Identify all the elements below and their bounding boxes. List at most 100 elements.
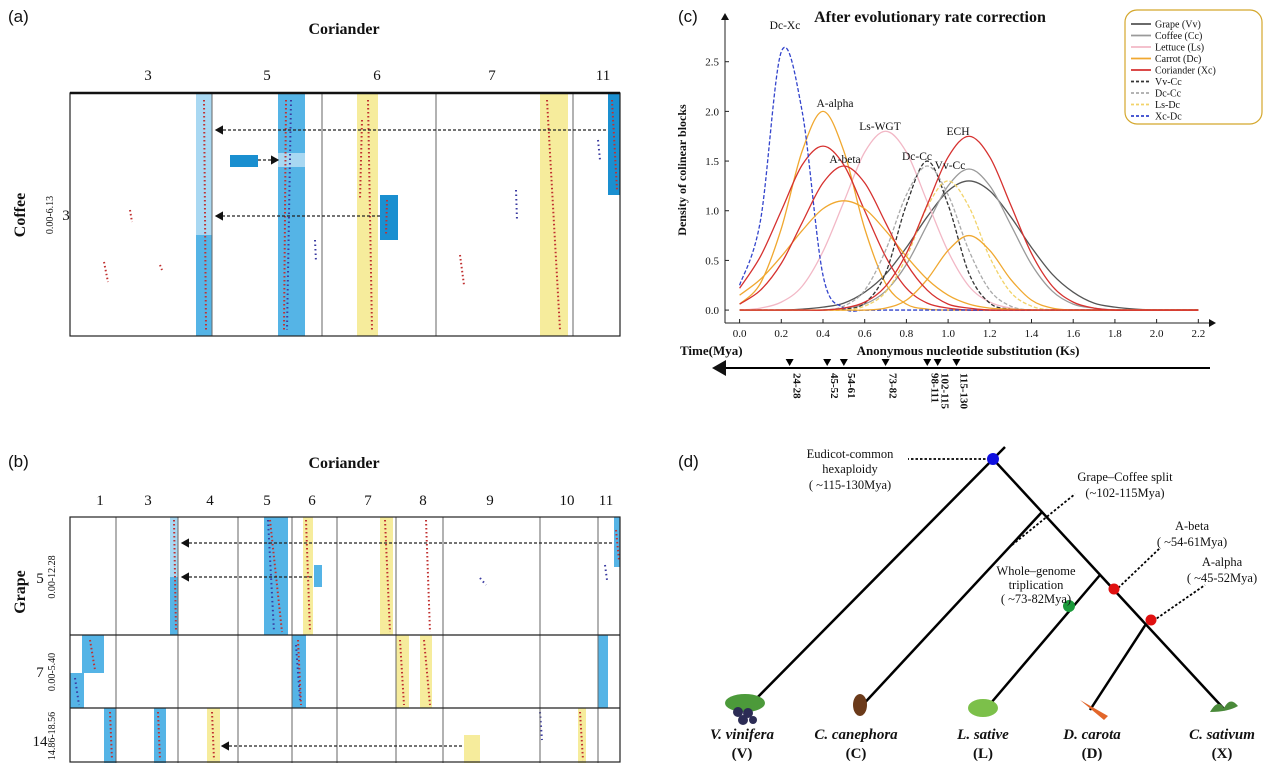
time-label: 45-52	[828, 373, 840, 399]
band	[420, 635, 432, 708]
species-code: (L)	[973, 746, 993, 762]
branch	[744, 446, 1006, 711]
branch	[984, 574, 1101, 711]
panel-a: (a) Coriander 3 5 6 7 11 Coffee 3 0.00-6…	[8, 7, 621, 337]
time-label: 73-82	[887, 373, 899, 399]
panel-label: (c)	[678, 7, 698, 26]
density-curve	[739, 165, 1199, 311]
column-label: 7	[488, 68, 496, 84]
annotation: A-beta	[829, 154, 860, 166]
panel-c: (c) After evolutionary rate correction D…	[675, 7, 1263, 410]
x-tick-label: 1.2	[983, 328, 997, 340]
column-label: 3	[144, 68, 152, 84]
panel-d: (d) Eudicot-common hexaploidy ( ~115-130…	[678, 446, 1257, 762]
carrot-icon	[1080, 700, 1108, 720]
species-name: L. sative	[956, 727, 1009, 743]
panel-label: (b)	[8, 452, 29, 471]
y-title: Grape	[12, 570, 29, 614]
block	[70, 673, 84, 708]
annotation: Ls-WGT	[859, 121, 901, 133]
leader	[1152, 584, 1206, 622]
x-tick-label: 1.8	[1108, 328, 1122, 340]
band	[196, 93, 212, 235]
event-label: A-alpha	[1202, 555, 1243, 569]
column-label: 4	[206, 493, 214, 509]
y-tick-label: 2.0	[705, 106, 719, 118]
event-label: hexaploidy	[822, 462, 878, 476]
species-name: D. carota	[1062, 727, 1121, 743]
density-curve	[739, 180, 1199, 312]
y-tick-label: 1.0	[705, 206, 719, 218]
row-range: 0.00-5.40	[47, 653, 58, 691]
row-range: 14.86-18.56	[47, 712, 58, 760]
species-code: (V)	[732, 746, 753, 762]
density-curve	[739, 200, 1199, 311]
row-range: 0.00-6.13	[45, 196, 56, 234]
y-title: Coffee	[12, 193, 29, 237]
x-tick-label: 0.0	[733, 328, 747, 340]
time-marker	[823, 359, 832, 366]
legend-label: Carrot (Dc)	[1155, 54, 1201, 65]
x-tick-label: 1.4	[1025, 328, 1039, 340]
y-axis-title: Density of colinear blocks	[675, 104, 689, 236]
event-label: triplication	[1009, 578, 1065, 592]
species-code: (C)	[846, 746, 867, 762]
row-label: 5	[36, 571, 44, 587]
time-marker	[785, 359, 794, 366]
legend-label: Ls-Dc	[1155, 100, 1181, 111]
species-name: C. canephora	[814, 727, 898, 743]
time-label: 102-115	[939, 373, 951, 410]
annotation: ECH	[947, 126, 970, 138]
band	[540, 93, 568, 336]
column-label: 7	[364, 493, 372, 509]
dot-trail	[74, 519, 608, 741]
annotation: A-alpha	[816, 98, 853, 110]
frame	[69, 516, 621, 763]
time-marker	[839, 359, 848, 366]
event-label: Grape–Coffee split	[1077, 470, 1173, 484]
leader	[1114, 547, 1161, 592]
legend-label: Vv-Cc	[1155, 77, 1182, 88]
time-marker	[952, 359, 961, 366]
event-node	[1063, 600, 1075, 612]
species-code: (X)	[1212, 746, 1233, 762]
panel-label: (a)	[8, 7, 29, 26]
legend	[1124, 9, 1263, 125]
time-label: 54-61	[845, 373, 857, 399]
band	[464, 735, 480, 763]
column-label: 5	[263, 493, 271, 509]
event-label: ( ~115-130Mya)	[809, 478, 891, 492]
x-axis-title: Anonymous nucleotide substitution (Ks)	[857, 343, 1080, 358]
leader	[1011, 493, 1076, 546]
branch	[1088, 623, 1148, 711]
row-label: 14	[33, 734, 49, 750]
event-label: ( ~54-61Mya)	[1157, 535, 1227, 549]
event-label: A-beta	[1175, 519, 1209, 533]
x-tick-label: 0.6	[858, 328, 872, 340]
panel-title: Coriander	[308, 21, 379, 38]
legend-label: Coriander (Xc)	[1155, 66, 1216, 77]
band	[292, 635, 306, 708]
annotation: Dc-Cc	[902, 151, 932, 163]
band	[357, 93, 378, 336]
row-label: 3	[62, 208, 70, 224]
band	[578, 708, 586, 763]
legend-label: Grape (Vv)	[1155, 20, 1201, 31]
species-name: V. vinifera	[710, 727, 774, 743]
x-tick-label: 1.0	[941, 328, 955, 340]
coffee-icon	[853, 694, 867, 716]
panel-label: (d)	[678, 452, 699, 471]
band	[278, 153, 305, 167]
block	[82, 635, 104, 673]
column-label: 8	[419, 493, 427, 509]
event-label: ( ~73-82Mya)	[1001, 592, 1071, 606]
event-node	[1145, 614, 1157, 626]
y-tick-label: 0.5	[705, 255, 719, 267]
density-curve	[739, 180, 1199, 311]
column-label: 6	[373, 68, 381, 84]
x-tick-label: 2.2	[1191, 328, 1205, 340]
event-label: (~102-115Mya)	[1085, 486, 1164, 500]
density-curve	[739, 135, 1199, 311]
band	[278, 93, 305, 336]
